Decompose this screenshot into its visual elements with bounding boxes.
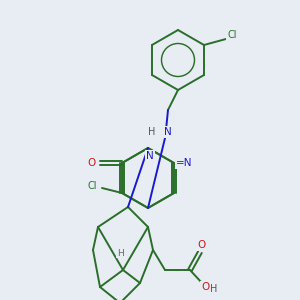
Text: N: N (146, 151, 154, 161)
Text: Cl: Cl (227, 30, 237, 40)
Text: H: H (117, 248, 123, 257)
Text: Cl: Cl (87, 181, 97, 191)
Text: O: O (87, 158, 95, 168)
Text: N: N (164, 127, 172, 137)
Text: H: H (210, 284, 218, 294)
Text: =N: =N (176, 158, 192, 168)
Text: O: O (198, 240, 206, 250)
Text: O: O (201, 282, 209, 292)
Text: H: H (148, 127, 156, 137)
